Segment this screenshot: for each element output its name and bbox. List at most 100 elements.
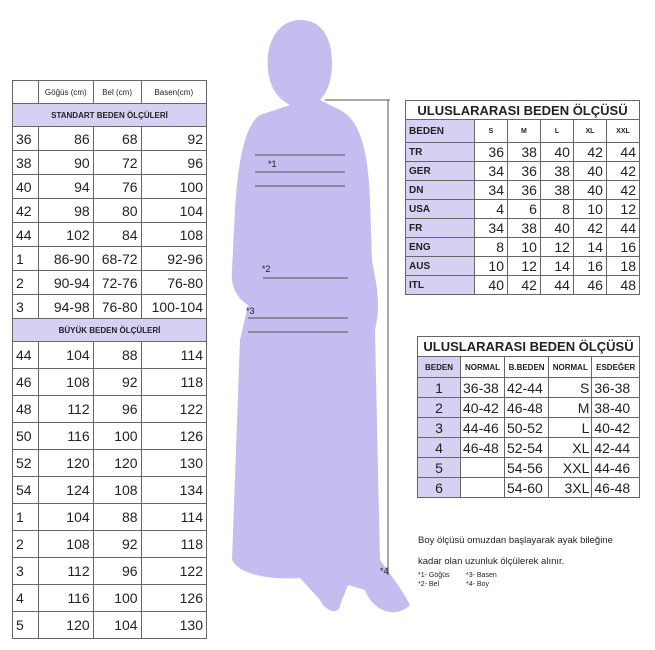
cell: 4 xyxy=(474,199,508,219)
section-standard-text: STANDART BEDEN ÖLÇÜLERİ xyxy=(12,103,207,127)
table-row: 54 124 108 134 xyxy=(12,476,208,504)
cell: 76-80 xyxy=(140,270,208,295)
cell: 42-44 xyxy=(503,377,550,398)
table-title: ULUSLARARASI BEDEN ÖLÇÜSÜ xyxy=(405,100,640,120)
cell: 46-48 xyxy=(503,397,550,418)
cell: ITL xyxy=(405,275,475,295)
table-row: 1 104 88 114 xyxy=(12,503,208,531)
cell: 3 xyxy=(12,557,39,585)
cell: 46-48 xyxy=(460,437,505,458)
table-row: ENG 8 10 12 14 16 xyxy=(405,237,641,257)
table-row: 3 44-46 50-52 L 40-42 xyxy=(417,417,640,438)
cell: 118 xyxy=(140,368,208,396)
table-row: TR 36 38 40 42 44 xyxy=(405,142,641,162)
cell: 42 xyxy=(605,161,641,181)
cell: 130 xyxy=(140,449,208,477)
cell: 114 xyxy=(140,503,208,531)
cell: 42 xyxy=(506,275,541,295)
cell: 44 xyxy=(605,218,641,238)
table-title-text: ULUSLARARASI BEDEN ÖLÇÜSÜ xyxy=(417,336,640,357)
cell: 40-42 xyxy=(591,417,640,438)
cell: 42-44 xyxy=(591,437,640,458)
table-row: 52 120 120 130 xyxy=(12,449,208,477)
table-row: AUS 10 12 14 16 18 xyxy=(405,256,641,276)
cell: 36 xyxy=(474,142,508,162)
section-big-text: BÜYÜK BEDEN ÖLÇÜLERİ xyxy=(12,318,207,342)
cell: 44 xyxy=(539,275,574,295)
header-row: BEDEN NORMAL B.BEDEN NORMAL ESDEĞER xyxy=(417,356,640,378)
cell: TR xyxy=(405,142,475,162)
cell: ENG xyxy=(405,237,475,257)
cell: 42 xyxy=(572,218,607,238)
cell: 88 xyxy=(92,503,142,531)
cell xyxy=(460,457,505,478)
big-size-table: ULUSLARARASI BEDEN ÖLÇÜSÜ BEDEN NORMAL B.BE… xyxy=(417,336,640,498)
cell: 46-48 xyxy=(591,477,640,498)
cell: 40 xyxy=(539,142,574,162)
cell: 92 xyxy=(140,126,208,151)
table-row: 44 102 84 108 xyxy=(12,222,208,247)
table-row: 3 94-98 76-80 100-104 xyxy=(12,294,208,319)
table-row: 4 46-48 52-54 XL 42-44 xyxy=(417,437,640,458)
cell: 3 xyxy=(417,417,461,438)
table-row: DN 34 36 38 40 42 xyxy=(405,180,641,200)
cell: XL xyxy=(548,437,593,458)
cell: 104 xyxy=(140,198,208,223)
cell: 34 xyxy=(474,218,508,238)
table-row: 4 116 100 126 xyxy=(12,584,208,612)
cell: 54 xyxy=(12,476,39,504)
cell: FR xyxy=(405,218,475,238)
cell: 46 xyxy=(572,275,607,295)
cell: DN xyxy=(405,180,475,200)
marker-hip: *3 xyxy=(246,306,255,316)
table-row: 38 90 72 96 xyxy=(12,150,208,175)
cell: 116 xyxy=(38,584,94,612)
cell: 12 xyxy=(539,237,574,257)
table-row: 5 54-56 XXL 44-46 xyxy=(417,457,640,478)
section-big: BÜYÜK BEDEN ÖLÇÜLERİ xyxy=(12,318,207,342)
cell: 10 xyxy=(506,237,541,257)
cell: 76-80 xyxy=(92,294,142,319)
table-row: 2 40-42 46-48 M 38-40 xyxy=(417,397,640,418)
cell: 2 xyxy=(417,397,461,418)
cell: 100 xyxy=(140,174,208,199)
cell: 40 xyxy=(539,218,574,238)
table-row: 44 104 88 114 xyxy=(12,341,208,369)
cell: 90-94 xyxy=(38,270,94,295)
cell: 38-40 xyxy=(591,397,640,418)
standard-size-table: Göğüs (cm) Bel (cm) Basen(cm) STANDART BEDE… xyxy=(12,80,208,639)
cell: 76 xyxy=(92,174,142,199)
cell: 3 xyxy=(12,294,39,319)
cell: 48 xyxy=(12,395,39,423)
cell: B.BEDEN xyxy=(503,356,550,378)
cell: 92 xyxy=(92,368,142,396)
cell: XXL xyxy=(548,457,593,478)
cell: 112 xyxy=(38,557,94,585)
marker-height: *4 xyxy=(380,566,389,576)
cell: 50 xyxy=(12,422,39,450)
cell: 44-46 xyxy=(460,417,505,438)
table-row: 36 86 68 92 xyxy=(12,126,208,151)
cell: 54-56 xyxy=(503,457,550,478)
cell: 50-52 xyxy=(503,417,550,438)
table-row: 48 112 96 122 xyxy=(12,395,208,423)
cell: AUS xyxy=(405,256,475,276)
header-row: Göğüs (cm) Bel (cm) Basen(cm) xyxy=(12,80,208,104)
cell: M xyxy=(548,397,593,418)
cell: 38 xyxy=(12,150,39,175)
cell: 40-42 xyxy=(460,397,505,418)
legend-hip: *3- Basen xyxy=(466,572,497,579)
table-row: 50 116 100 126 xyxy=(12,422,208,450)
cell: 44 xyxy=(12,222,39,247)
cell: Basen(cm) xyxy=(140,80,208,104)
table-row: 1 86-90 68-72 92-96 xyxy=(12,246,208,271)
cell: 38 xyxy=(539,161,574,181)
cell: 46 xyxy=(12,368,39,396)
cell: 104 xyxy=(92,611,142,639)
cell: 12 xyxy=(506,256,541,276)
cell: NORMAL xyxy=(460,356,505,378)
cell: 68 xyxy=(92,126,142,151)
cell: 108 xyxy=(140,222,208,247)
cell: BEDEN xyxy=(417,356,461,378)
